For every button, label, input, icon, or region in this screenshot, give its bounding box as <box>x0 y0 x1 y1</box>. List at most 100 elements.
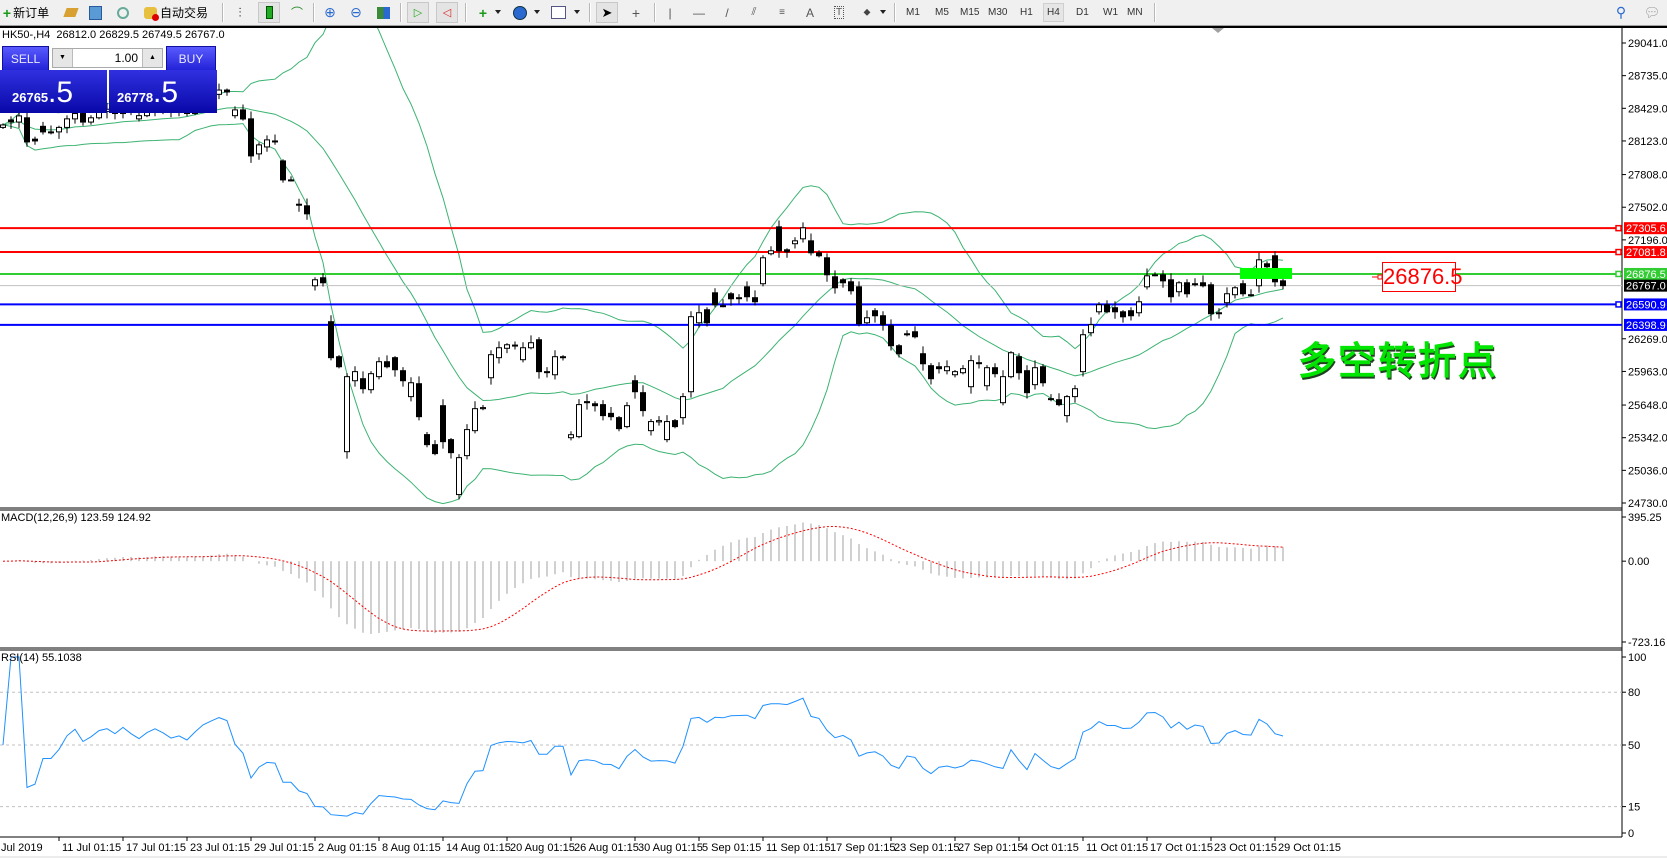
line-chart-button[interactable]: ⌒ <box>286 2 308 23</box>
timeframe-m5[interactable]: M5 <box>935 7 949 18</box>
timeframe-m1[interactable]: M1 <box>906 7 920 18</box>
arrows-icon: ⬥ <box>863 7 871 18</box>
crosshair-button[interactable]: + <box>625 2 647 23</box>
timeframe-m15[interactable]: M15 <box>960 7 980 18</box>
candle <box>1016 356 1022 374</box>
lot-stepper[interactable]: ▼ 1.00 ▲ <box>52 48 163 68</box>
lot-input[interactable]: 1.00 <box>114 51 138 65</box>
candle <box>224 89 230 93</box>
sell-price-box[interactable]: 26765 .5 <box>0 70 107 113</box>
timeframe-h4[interactable]: H4 <box>1043 3 1064 22</box>
search-button[interactable]: ⚲ <box>1610 2 1632 23</box>
buy-button[interactable]: BUY <box>166 46 216 71</box>
sell-button[interactable]: SELL <box>2 46 49 71</box>
macd-tick-label: 395.25 <box>1628 512 1662 524</box>
symbol-info: HK50-,H4 26812.0 26829.5 26749.5 26767.0 <box>2 29 225 41</box>
autoscroll-button[interactable]: ▷ <box>407 2 429 23</box>
candle <box>632 380 638 393</box>
indicators-button[interactable]: + <box>472 2 494 23</box>
candle <box>784 249 790 253</box>
cursor-button[interactable]: ➤ <box>596 2 618 23</box>
fibonacci-button[interactable]: ≡ <box>771 2 793 23</box>
chart-shift-icon: ◁ <box>442 7 452 19</box>
candle <box>1072 388 1078 398</box>
auto-trading-button[interactable]: 自动交易 <box>140 2 212 23</box>
zoom-in-button[interactable]: ⊕ <box>319 2 341 23</box>
tile-windows-button[interactable] <box>372 2 394 23</box>
chart-shift-button[interactable]: ◁ <box>436 2 458 23</box>
zoom-in-icon: ⊕ <box>324 4 336 20</box>
candlestick-button[interactable] <box>258 2 280 23</box>
candle <box>336 356 342 368</box>
lot-increase-button[interactable]: ▲ <box>142 49 162 67</box>
sell-price-fraction: .5 <box>48 76 74 109</box>
vertical-line-button[interactable]: | <box>659 2 681 23</box>
main-pane <box>0 28 1622 505</box>
timeframe-m30[interactable]: M30 <box>988 7 1008 18</box>
candle <box>560 356 566 359</box>
rsi-label: RSI(14) 55.1038 <box>1 652 82 664</box>
candle <box>56 126 62 133</box>
time-tick-label: 5 Sep 01:15 <box>702 842 761 854</box>
candle <box>752 297 758 303</box>
time-tick-label: 29 Jul 01:15 <box>254 842 314 854</box>
candle <box>520 347 526 361</box>
periods-dropdown-icon[interactable] <box>534 10 540 14</box>
vertical-line-icon: | <box>668 5 672 20</box>
candle <box>920 353 926 365</box>
toolbar-separator <box>465 3 467 22</box>
candle <box>1232 287 1238 296</box>
equidistant-channel-button[interactable]: ⫽ <box>743 2 765 23</box>
buy-price-box[interactable]: 26778 .5 <box>109 70 217 113</box>
candle <box>616 417 622 430</box>
timeframe-mn[interactable]: MN <box>1127 7 1143 18</box>
candle <box>40 125 46 133</box>
candle <box>552 356 558 376</box>
periods-button[interactable] <box>509 2 531 23</box>
bar-chart-button[interactable]: ⫶ <box>229 2 251 23</box>
price-text-label[interactable]: 26876.5 <box>1382 262 1463 292</box>
candle <box>536 339 542 373</box>
toolbar-separator <box>313 3 315 22</box>
buy-price-fraction: .5 <box>153 76 179 109</box>
candle <box>1048 398 1054 401</box>
time-tick-label: 23 Oct 01:15 <box>1214 842 1277 854</box>
timeframe-h1[interactable]: H1 <box>1020 7 1033 18</box>
templates-dropdown-icon[interactable] <box>574 10 580 14</box>
price-tick-label: 27808.0 <box>1628 170 1667 182</box>
templates-button[interactable] <box>547 2 569 23</box>
time-tick-label: 30 Aug 01:15 <box>638 842 703 854</box>
candle <box>1280 280 1286 287</box>
sell-price-main: 26765 <box>12 90 49 105</box>
new-order-button[interactable]: + 新订单 <box>2 2 50 23</box>
zoom-out-button[interactable]: ⊖ <box>345 2 367 23</box>
auto-trading-label: 自动交易 <box>159 6 208 20</box>
timeframe-d1[interactable]: D1 <box>1076 7 1089 18</box>
arrows-dropdown-icon[interactable] <box>880 10 886 14</box>
time-tick-label: 17 Oct 01:15 <box>1150 842 1213 854</box>
text-label-button[interactable]: T <box>828 2 850 23</box>
time-tick-label: 23 Jul 01:15 <box>190 842 250 854</box>
timeframe-w1[interactable]: W1 <box>1103 7 1118 18</box>
reversal-point-annotation[interactable]: 多空转折点 <box>1298 339 1499 383</box>
candle <box>576 404 582 438</box>
candle <box>992 367 998 375</box>
rsi-tick-label: 0 <box>1628 828 1634 840</box>
candle <box>816 252 822 257</box>
price-tick-label: 29041.0 <box>1628 38 1667 50</box>
data-window-button[interactable] <box>84 2 106 23</box>
arrows-button[interactable]: ⬥ <box>856 2 878 23</box>
trendline-button[interactable]: / <box>716 2 738 23</box>
candle <box>400 370 406 382</box>
chat-button[interactable]: 💬︎ <box>1641 2 1663 23</box>
indicators-dropdown-icon[interactable] <box>495 10 501 14</box>
text-button[interactable]: A <box>799 2 821 23</box>
signals-button[interactable] <box>112 2 134 23</box>
candle <box>1184 282 1190 295</box>
candle <box>280 160 286 181</box>
lot-decrease-button[interactable]: ▼ <box>53 49 73 67</box>
candle <box>744 286 750 298</box>
candle <box>416 383 422 418</box>
horizontal-line-button[interactable]: — <box>688 2 710 23</box>
